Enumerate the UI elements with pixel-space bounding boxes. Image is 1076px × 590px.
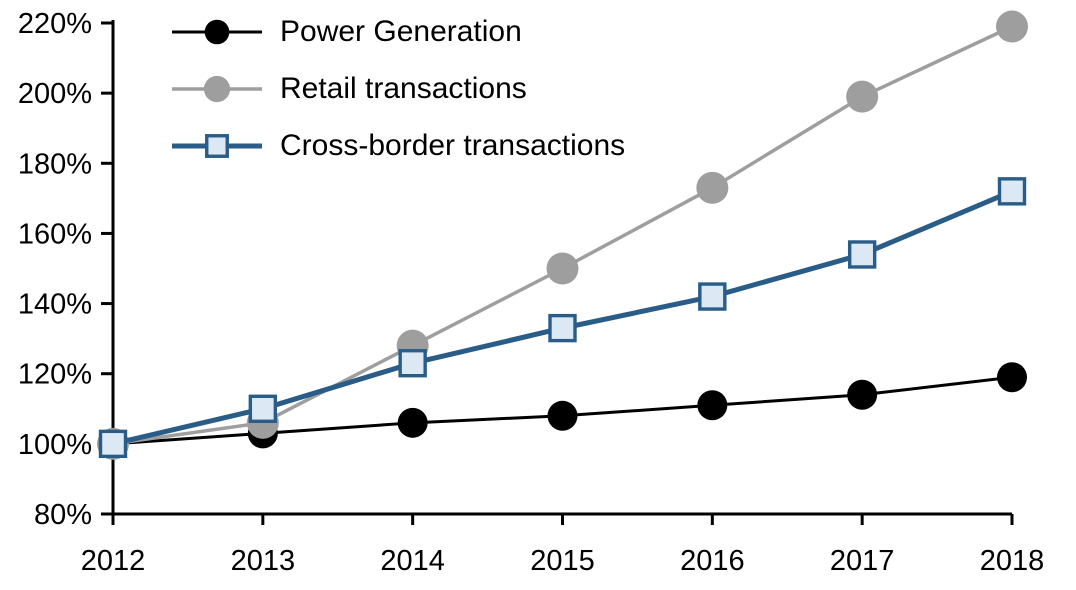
data-point-marker [696,171,729,204]
y-tick-label: 200% [18,78,92,110]
y-tick-label: 220% [18,8,92,40]
legend-sample-marker [203,75,231,102]
data-point-marker [698,282,727,311]
data-point-marker [997,362,1027,393]
y-tick-label: 100% [18,429,92,461]
legend-sample-marker [204,19,230,44]
x-tick-label: 2018 [980,545,1045,577]
x-tick-label: 2016 [680,545,745,577]
legend-item-power-generation: Power Generation [170,3,625,60]
data-point-marker [397,407,428,438]
x-tick-label: 2014 [380,545,445,577]
x-tick-label: 2017 [830,545,895,577]
legend-label: Power Generation [280,14,522,48]
chart-legend: Power Generation Retail transactions Cro… [170,3,625,174]
y-tick-label: 160% [18,218,92,250]
data-point-marker [548,313,577,343]
data-point-marker [997,177,1027,206]
data-point-marker [98,429,128,459]
data-point-marker [697,390,728,421]
data-point-marker [398,348,427,378]
y-tick-label: 180% [18,148,92,180]
legend-line-marker-icon [172,75,262,102]
data-point-marker [847,379,878,410]
series-power-generation [98,362,1027,459]
x-tick-label: 2012 [81,545,146,577]
data-point-marker [546,252,579,285]
legend-item-retail-transactions: Retail transactions [170,60,625,117]
data-point-marker [248,394,278,423]
legend-item-cross-border-transactions: Cross-border transactions [170,117,625,174]
series-cross-border-transactions [98,177,1027,459]
x-tick-label: 2015 [530,545,595,577]
data-point-marker [996,10,1028,43]
legend-sample-marker [205,133,229,158]
data-point-marker [547,400,578,431]
x-tick-label: 2013 [231,545,296,577]
y-tick-label: 140% [18,289,92,321]
legend-label: Cross-border transactions [280,128,626,162]
legend-line-marker-icon [172,133,262,158]
y-tick-label: 120% [18,359,92,391]
axes: 80% 100% 120% 140% 160% 180% 200% 220% 2012 2013 2… [18,8,1044,577]
y-tick-label: 80% [34,499,92,531]
data-point-marker [846,80,879,113]
legend-label: Retail transactions [280,71,527,105]
legend-line-marker-icon [172,19,262,44]
data-point-marker [847,240,877,269]
